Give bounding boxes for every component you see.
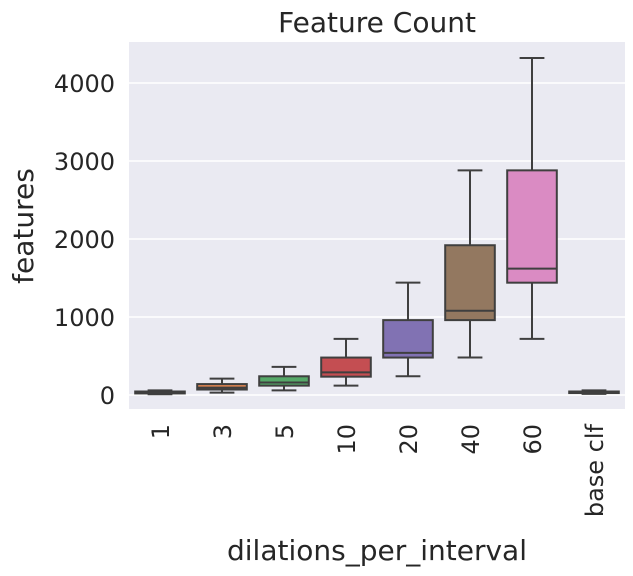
box-20 — [382, 281, 434, 378]
box-5 — [258, 365, 310, 392]
box-1 — [134, 389, 186, 396]
iqr-box — [258, 375, 310, 387]
y-tick-label-1000: 1000 — [54, 304, 115, 332]
x-tick-labels: 1 3 5 10 20 40 60 base clf — [147, 423, 609, 517]
box-10 — [320, 337, 372, 387]
iqr-box — [320, 356, 372, 378]
y-tick-label-4000: 4000 — [54, 70, 115, 98]
box-60 — [506, 57, 558, 340]
chart-title: Feature Count — [278, 6, 476, 39]
boxes-group — [134, 57, 620, 396]
x-axis-title: dilations_per_interval — [227, 534, 527, 567]
y-tick-labels: 0 1000 2000 3000 4000 — [54, 70, 115, 410]
y-tick-label-0: 0 — [100, 382, 115, 410]
iqr-box — [444, 244, 496, 322]
x-tick-label-base-clf: base clf — [581, 423, 609, 517]
x-tick-label-3: 3 — [209, 424, 237, 439]
y-tick-label-3000: 3000 — [54, 148, 115, 176]
box-base-clf — [568, 389, 620, 395]
x-tick-label-1: 1 — [147, 424, 175, 439]
y-axis-title: features — [7, 168, 40, 284]
y-tick-label-2000: 2000 — [54, 226, 115, 254]
x-tick-label-60: 60 — [519, 424, 547, 455]
box-40 — [444, 169, 496, 359]
iqr-box — [382, 319, 434, 359]
x-tick-label-20: 20 — [395, 424, 423, 455]
iqr-box — [506, 169, 558, 284]
x-tick-label-10: 10 — [333, 424, 361, 455]
x-tick-label-5: 5 — [271, 424, 299, 439]
box-3 — [196, 377, 248, 394]
x-tick-label-40: 40 — [457, 424, 485, 455]
